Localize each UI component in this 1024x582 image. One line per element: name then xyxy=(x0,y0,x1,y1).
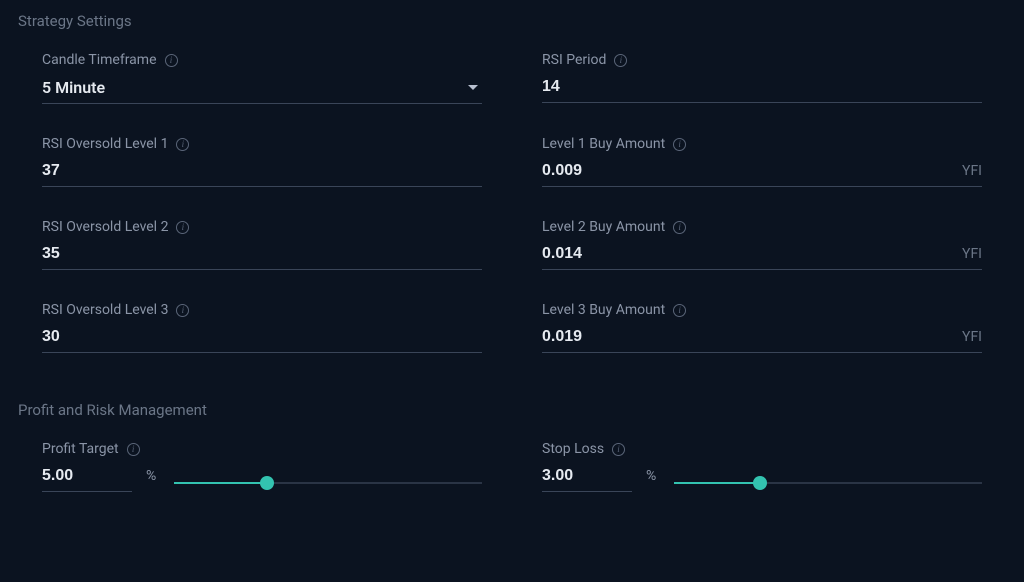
strategy-grid: Candle Timeframe i 5 Minute RSI Period i… xyxy=(18,52,1006,353)
risk-grid: Profit Target i % Stop Loss i xyxy=(18,441,1006,492)
section-title-risk: Profit and Risk Management xyxy=(18,401,1006,419)
info-icon[interactable]: i xyxy=(673,138,686,151)
input-buy-amount-3[interactable] xyxy=(542,328,954,346)
unit-buy-amount-2: YFI xyxy=(962,246,982,262)
info-icon[interactable]: i xyxy=(673,304,686,317)
label-buy-amount-3: Level 3 Buy Amount xyxy=(542,302,665,318)
input-rsi-oversold-1[interactable] xyxy=(42,162,482,180)
slider-profit-target[interactable] xyxy=(174,475,482,491)
info-icon[interactable]: i xyxy=(612,443,625,456)
unit-buy-amount-1: YFI xyxy=(962,163,982,179)
label-buy-amount-2: Level 2 Buy Amount xyxy=(542,219,665,235)
input-rsi-period[interactable] xyxy=(542,78,982,96)
label-rsi-oversold-3: RSI Oversold Level 3 xyxy=(42,302,168,318)
info-icon[interactable]: i xyxy=(176,138,189,151)
field-buy-amount-2: Level 2 Buy Amount i YFI xyxy=(542,219,982,270)
info-icon[interactable]: i xyxy=(165,54,178,67)
input-rsi-oversold-2[interactable] xyxy=(42,245,482,263)
field-rsi-oversold-1: RSI Oversold Level 1 i xyxy=(42,136,482,187)
unit-profit-target: % xyxy=(146,468,156,484)
field-candle-timeframe: Candle Timeframe i 5 Minute xyxy=(42,52,482,104)
input-buy-amount-1[interactable] xyxy=(542,162,954,180)
label-rsi-oversold-2: RSI Oversold Level 2 xyxy=(42,219,168,235)
info-icon[interactable]: i xyxy=(176,221,189,234)
label-buy-amount-1: Level 1 Buy Amount xyxy=(542,136,665,152)
input-buy-amount-2[interactable] xyxy=(542,245,954,263)
field-profit-target: Profit Target i % xyxy=(42,441,482,492)
slider-thumb[interactable] xyxy=(753,476,767,490)
dropdown-candle-timeframe[interactable]: 5 Minute xyxy=(42,78,482,104)
label-stop-loss: Stop Loss xyxy=(542,441,604,457)
field-buy-amount-1: Level 1 Buy Amount i YFI xyxy=(542,136,982,187)
value-candle-timeframe: 5 Minute xyxy=(42,78,460,97)
field-stop-loss: Stop Loss i % xyxy=(542,441,982,492)
slider-thumb[interactable] xyxy=(260,476,274,490)
field-buy-amount-3: Level 3 Buy Amount i YFI xyxy=(542,302,982,353)
field-rsi-oversold-2: RSI Oversold Level 2 i xyxy=(42,219,482,270)
label-rsi-oversold-1: RSI Oversold Level 1 xyxy=(42,136,168,152)
unit-buy-amount-3: YFI xyxy=(962,329,982,345)
info-icon[interactable]: i xyxy=(673,221,686,234)
info-icon[interactable]: i xyxy=(127,443,140,456)
slider-fill xyxy=(674,482,760,484)
field-rsi-period: RSI Period i xyxy=(542,52,982,104)
info-icon[interactable]: i xyxy=(176,304,189,317)
input-rsi-oversold-3[interactable] xyxy=(42,328,482,346)
section-title-strategy: Strategy Settings xyxy=(18,12,1006,30)
label-candle-timeframe: Candle Timeframe xyxy=(42,52,157,68)
slider-fill xyxy=(174,482,266,484)
label-rsi-period: RSI Period xyxy=(542,52,606,68)
slider-stop-loss[interactable] xyxy=(674,475,982,491)
info-icon[interactable]: i xyxy=(614,54,627,67)
label-profit-target: Profit Target xyxy=(42,441,119,457)
field-rsi-oversold-3: RSI Oversold Level 3 i xyxy=(42,302,482,353)
chevron-down-icon xyxy=(468,85,478,90)
unit-stop-loss: % xyxy=(646,468,656,484)
